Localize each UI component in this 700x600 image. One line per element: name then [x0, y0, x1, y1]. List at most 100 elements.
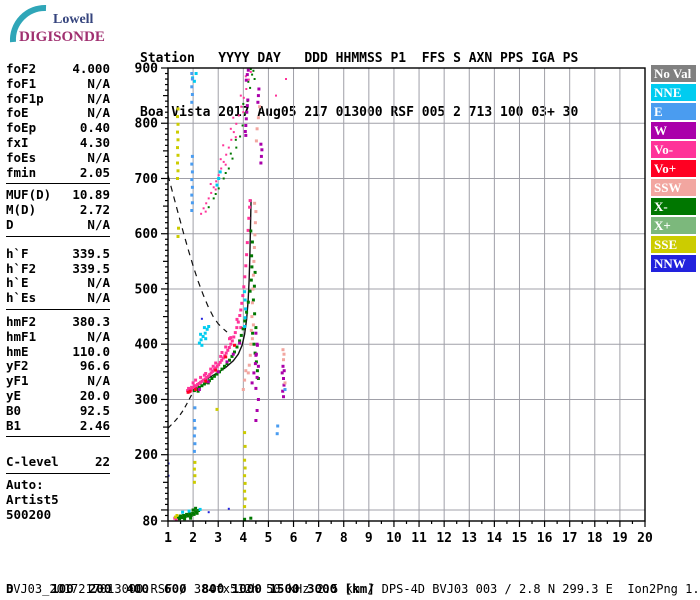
nnw-navy-dots-point — [200, 317, 203, 320]
f-trace-1hop-ssw-point — [251, 323, 255, 327]
second-hop-vo-minus-point — [232, 131, 235, 134]
x-tick-label: 6 — [290, 531, 298, 546]
f-trace-1hop-w-point — [231, 352, 235, 356]
second-hop-vo-minus-point — [204, 210, 207, 213]
f-trace-1hop-ssw-point — [254, 210, 258, 214]
param-label: hmF1 — [6, 328, 37, 344]
param-row-ye: yE 20.0 — [6, 387, 110, 404]
f-trace-1hop-x-mode-point — [239, 333, 243, 337]
f-trace-1hop-x-mode-point — [255, 369, 259, 373]
f-trace-1hop-x-mode-point — [250, 265, 254, 269]
legend-item-vo-: Vo- — [651, 141, 696, 158]
f-trace-1hop-x-mode-point — [238, 339, 242, 343]
f-trace-1hop-x-mode-point — [251, 331, 255, 335]
param-label: Artist5 — [6, 491, 59, 507]
e-region-x-mode-point — [191, 508, 195, 512]
param-row-d: D N/A — [6, 217, 110, 233]
logo-lowell-text: Lowell — [53, 12, 94, 27]
param-value: 0.40 — [79, 120, 110, 136]
f-trace-1hop-vo-minus-point — [194, 378, 198, 382]
legend-item-w: W — [651, 122, 696, 139]
rfi-e-blue-point — [190, 170, 194, 174]
param-label: foF1 — [6, 75, 37, 91]
rfi-e-blue-point — [192, 449, 196, 453]
nne-cyan-scatter-point — [194, 72, 198, 75]
second-hop-w-point — [246, 68, 250, 72]
f-trace-1hop-vo-minus-point — [235, 326, 239, 330]
f-trace-1hop-vo-minus-point — [219, 354, 223, 358]
x-tick-label: 1 — [164, 531, 172, 546]
true-height-profile — [196, 199, 252, 386]
e-region-x-mode-point — [243, 517, 247, 521]
f-trace-1hop-x-mode-point — [254, 326, 258, 330]
f-trace-1hop-w-point — [254, 419, 258, 422]
param-label: foEp — [6, 120, 37, 136]
second-hop-x-mode-point — [251, 73, 254, 76]
f-trace-1hop-vo-minus-point — [209, 371, 213, 375]
second-hop-vo-minus-point — [222, 160, 225, 163]
f-trace-1hop-w-point — [250, 381, 254, 385]
param-label: h`F2 — [6, 260, 37, 276]
e-region-x-mode-point — [188, 512, 192, 516]
param-label: yE — [6, 387, 22, 403]
second-hop-w-point — [259, 142, 263, 146]
f-trace-1hop-x-mode-point — [228, 358, 231, 362]
panel-separator — [6, 436, 110, 438]
f-trace-1hop-x-mode-point — [200, 384, 204, 388]
f-trace-1hop-ssw-point — [246, 371, 250, 375]
param-row-fof1p: foF1p N/A — [6, 91, 110, 107]
lowell-digisonde-logo: Lowell DIGISONDE — [9, 4, 105, 45]
second-hop-x-mode-point — [214, 193, 217, 195]
e-region-x-mode-point — [194, 510, 198, 514]
param-value: N/A — [87, 290, 110, 306]
rfi-e-blue-point — [283, 388, 287, 391]
file-info-line: BVJ03_2017217013000.RSF / 384fx512h 50 k… — [6, 582, 700, 596]
f-trace-1hop-w-point — [281, 389, 285, 393]
param-group: Auto: Artist5 500200 — [6, 477, 110, 522]
param-value: 2.72 — [79, 202, 110, 218]
f-trace-1hop-x-mode-point — [250, 240, 254, 244]
f-trace-1hop-vo-minus-point — [245, 241, 249, 245]
f-trace-1hop-x-mode-point — [249, 278, 253, 282]
f-trace-1hop-ssw-point — [281, 348, 285, 352]
nne-cyan-scatter-point — [203, 331, 207, 335]
header-field-names: Station YYYY DAY DDD HHMMSS P1 FFS S AXN… — [140, 51, 579, 66]
f-trace-1hop-vo-minus-point — [199, 375, 203, 379]
nne-cyan-scatter-point — [199, 332, 203, 336]
param-value: 339.5 — [72, 260, 110, 276]
param-value: N/A — [87, 149, 110, 165]
rfi-sse-yellow-point — [176, 153, 180, 157]
second-hop-x-mode-point — [234, 138, 237, 141]
second-hop-vo-minus-point — [217, 174, 220, 177]
rfi-e-blue-point — [190, 93, 194, 96]
f-trace-1hop-vo-minus-point — [209, 367, 213, 371]
nne-cyan-scatter-point — [215, 183, 219, 187]
f-trace-1hop-w-point — [256, 364, 260, 368]
e-region-x-mode-point — [178, 517, 181, 521]
f-trace-1hop-vo-minus-point — [239, 326, 243, 330]
rfi-sse-yellow-point — [176, 146, 179, 150]
f-trace-1hop-ssw-point — [253, 233, 257, 237]
f-trace-1hop-vo-minus-point — [239, 308, 243, 312]
nne-cyan-scatter-point — [204, 337, 208, 341]
rfi-e-blue-point — [190, 162, 194, 166]
f-trace-1hop-vo-minus-point — [227, 346, 231, 349]
second-hop-vo-minus-point — [244, 75, 247, 78]
param-label: yF2 — [6, 358, 29, 374]
f-trace-1hop-vo-plus-point — [188, 389, 192, 393]
rfi-sse-yellow-point — [243, 481, 247, 485]
e-region-x-mode-point — [189, 516, 193, 520]
nne-cyan-scatter-point — [205, 327, 209, 331]
second-hop-w-point — [245, 104, 249, 108]
panel-separator — [6, 308, 110, 310]
rfi-sse-yellow-point — [192, 467, 196, 471]
nne-cyan-scatter-point — [197, 341, 201, 345]
rfi-e-blue-point — [275, 432, 279, 436]
param-value: 22 — [94, 454, 110, 470]
e-region-x-mode-point — [192, 512, 196, 516]
param-value: 10.89 — [72, 187, 110, 203]
distance-row: D 100 200 400 600 800 1000 1500 3000 [km… — [6, 581, 375, 596]
f-trace-1hop-vo-minus-point — [208, 373, 212, 377]
f-trace-1hop-vo-minus-point — [226, 348, 230, 352]
